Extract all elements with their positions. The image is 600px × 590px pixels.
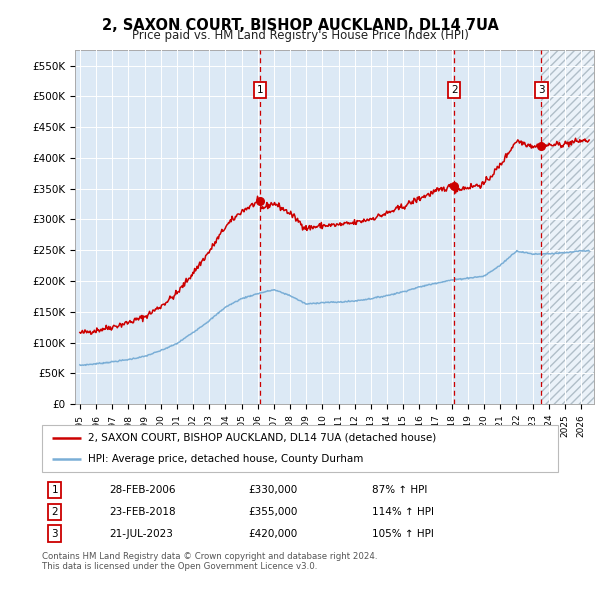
Text: 3: 3 xyxy=(538,85,545,95)
Text: Contains HM Land Registry data © Crown copyright and database right 2024.: Contains HM Land Registry data © Crown c… xyxy=(42,552,377,561)
Text: 21-JUL-2023: 21-JUL-2023 xyxy=(109,529,173,539)
Text: 3: 3 xyxy=(52,529,58,539)
Text: 105% ↑ HPI: 105% ↑ HPI xyxy=(372,529,434,539)
Text: 1: 1 xyxy=(52,485,58,495)
Text: HPI: Average price, detached house, County Durham: HPI: Average price, detached house, Coun… xyxy=(88,454,364,464)
Text: £330,000: £330,000 xyxy=(248,485,298,495)
FancyBboxPatch shape xyxy=(42,425,558,472)
Text: 28-FEB-2006: 28-FEB-2006 xyxy=(109,485,176,495)
Text: 1: 1 xyxy=(257,85,263,95)
Text: 2: 2 xyxy=(52,507,58,517)
Text: This data is licensed under the Open Government Licence v3.0.: This data is licensed under the Open Gov… xyxy=(42,562,317,571)
Text: 2, SAXON COURT, BISHOP AUCKLAND, DL14 7UA (detached house): 2, SAXON COURT, BISHOP AUCKLAND, DL14 7U… xyxy=(88,432,437,442)
Text: 23-FEB-2018: 23-FEB-2018 xyxy=(109,507,176,517)
Text: Price paid vs. HM Land Registry's House Price Index (HPI): Price paid vs. HM Land Registry's House … xyxy=(131,30,469,42)
Text: 2: 2 xyxy=(451,85,457,95)
Text: £355,000: £355,000 xyxy=(248,507,298,517)
Polygon shape xyxy=(541,50,594,404)
Text: 87% ↑ HPI: 87% ↑ HPI xyxy=(372,485,428,495)
Text: 114% ↑ HPI: 114% ↑ HPI xyxy=(372,507,434,517)
Text: £420,000: £420,000 xyxy=(248,529,298,539)
Text: 2, SAXON COURT, BISHOP AUCKLAND, DL14 7UA: 2, SAXON COURT, BISHOP AUCKLAND, DL14 7U… xyxy=(101,18,499,32)
